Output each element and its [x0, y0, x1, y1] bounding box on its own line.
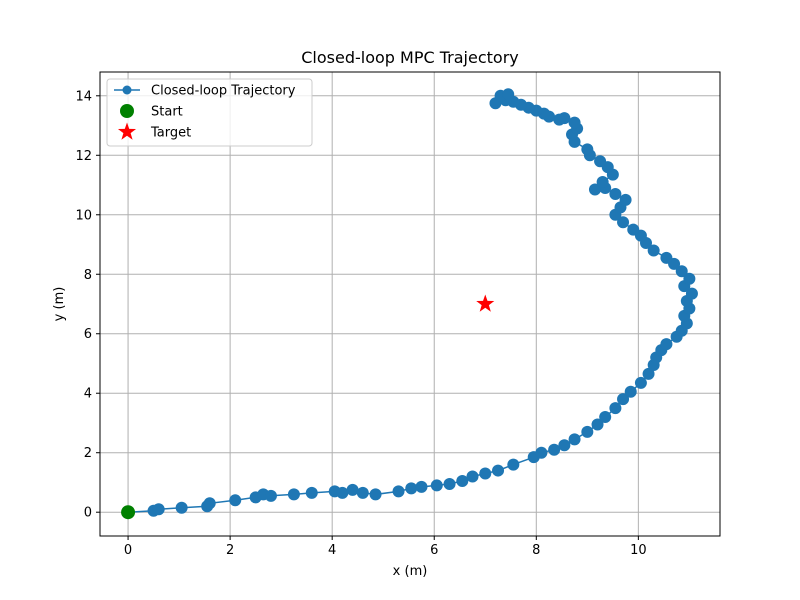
x-tick-label: 4 — [328, 543, 336, 558]
trajectory-point — [558, 439, 571, 452]
trajectory-point — [392, 485, 405, 498]
trajectory-point — [287, 488, 300, 501]
trajectory-point — [415, 480, 428, 493]
trajectory-point — [568, 116, 581, 129]
grid — [100, 72, 720, 536]
trajectory-point — [617, 393, 630, 406]
trajectory-point — [594, 155, 607, 168]
trajectory-point — [619, 193, 632, 206]
start-point — [121, 505, 136, 520]
trajectory-point — [581, 425, 594, 438]
y-tick-label: 4 — [84, 387, 92, 402]
trajectory-point — [617, 216, 630, 229]
trajectory-point — [229, 494, 242, 507]
x-tick-label: 6 — [430, 543, 438, 558]
trajectory-point — [596, 176, 609, 189]
trajectory-point — [336, 486, 349, 499]
x-tick-label: 10 — [630, 543, 647, 558]
plot-frame — [99, 71, 721, 537]
trajectory-point — [591, 418, 604, 431]
trajectory-point — [264, 489, 277, 502]
legend-start-marker — [120, 104, 134, 118]
trajectory-point — [175, 501, 188, 514]
legend-trajectory-label: Closed-loop Trajectory — [151, 84, 296, 99]
trajectory-point — [479, 467, 492, 480]
y-tick-label: 2 — [84, 446, 92, 461]
trajectory-point — [548, 443, 561, 456]
chart-title: Closed-loop MPC Trajectory — [301, 48, 519, 67]
trajectory-point — [507, 458, 520, 471]
trajectory-point — [660, 338, 673, 351]
x-axis-label: x (m) — [393, 564, 428, 579]
target-point — [476, 294, 495, 312]
axis-ticks: 0 2 4 6 8 10 0 2 4 6 8 10 12 14 — [75, 89, 646, 558]
y-tick-label: 0 — [84, 506, 92, 521]
y-tick-label: 14 — [75, 89, 92, 104]
trajectory-point — [609, 402, 622, 415]
y-tick-label: 8 — [84, 268, 92, 283]
trajectory-point — [405, 482, 418, 495]
y-tick-label: 12 — [75, 149, 92, 164]
trajectory-point — [675, 265, 688, 278]
plot-area — [121, 88, 698, 520]
trajectory-point — [443, 477, 456, 490]
trajectory-point — [502, 88, 515, 101]
trajectory-point — [346, 483, 359, 496]
legend-target-label: Target — [150, 126, 191, 141]
trajectory-point — [456, 474, 469, 487]
legend-trajectory-marker — [122, 85, 132, 95]
trajectory-point — [553, 113, 566, 126]
legend-box — [106, 78, 313, 147]
trajectory-point — [642, 367, 655, 380]
trajectory-point — [492, 464, 505, 477]
trajectory-point — [203, 497, 216, 510]
trajectory-point — [683, 272, 696, 285]
x-tick-label: 8 — [532, 543, 540, 558]
trajectory-point — [535, 446, 548, 459]
x-tick-label: 2 — [226, 543, 234, 558]
trajectory-point — [152, 503, 165, 516]
trajectory-point — [660, 251, 673, 264]
trajectory-point — [305, 486, 318, 499]
trajectory-point — [647, 244, 660, 257]
trajectory-point — [568, 433, 581, 446]
legend-target-marker — [117, 122, 137, 140]
trajectory-point — [609, 187, 622, 200]
y-axis-label: y (m) — [52, 287, 67, 322]
trajectory-point — [588, 183, 601, 196]
trajectory-point — [430, 479, 443, 492]
trajectory-point — [634, 376, 647, 389]
y-tick-label: 6 — [84, 327, 92, 342]
trajectory-point — [369, 488, 382, 501]
y-tick-label: 10 — [75, 208, 92, 223]
trajectory-point — [581, 143, 594, 156]
trajectory-point — [356, 486, 369, 499]
trajectory-point — [466, 470, 479, 483]
trajectory-point — [599, 411, 612, 424]
x-tick-label: 0 — [124, 543, 132, 558]
legend: Closed-loop Trajectory Start Target — [106, 78, 313, 147]
legend-start-label: Start — [151, 105, 183, 120]
trajectory-point — [627, 223, 640, 236]
trajectory-point — [685, 287, 698, 300]
trajectory-point — [624, 385, 637, 398]
